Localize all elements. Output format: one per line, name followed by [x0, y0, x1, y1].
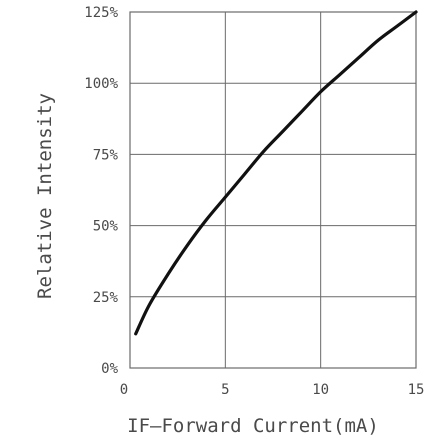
y-tick-label: 100%: [84, 76, 118, 92]
series-layer: [134, 10, 418, 336]
x-tick-label: 10: [312, 382, 329, 398]
y-tick-label: 75%: [93, 147, 119, 163]
x-tick-label: 5: [221, 382, 229, 398]
x-axis-label: IF–Forward Current(mA): [127, 415, 379, 437]
y-tick-label: 0%: [101, 361, 118, 377]
plot-frame: [129, 11, 417, 369]
x-tick-label: 15: [408, 382, 425, 398]
y-tick-label: 25%: [93, 290, 119, 306]
y-tick-label: 125%: [84, 5, 118, 21]
x-tick-labels: 0 5 10 15: [120, 382, 425, 398]
y-tick-label: 50%: [93, 219, 119, 235]
series-line: [134, 10, 418, 336]
grid: [130, 12, 416, 368]
y-tick-labels: 0% 25% 50% 75% 100% 125%: [84, 5, 118, 377]
y-axis-label: Relative Intensity: [34, 93, 56, 299]
x-tick-label: 0: [120, 382, 128, 398]
